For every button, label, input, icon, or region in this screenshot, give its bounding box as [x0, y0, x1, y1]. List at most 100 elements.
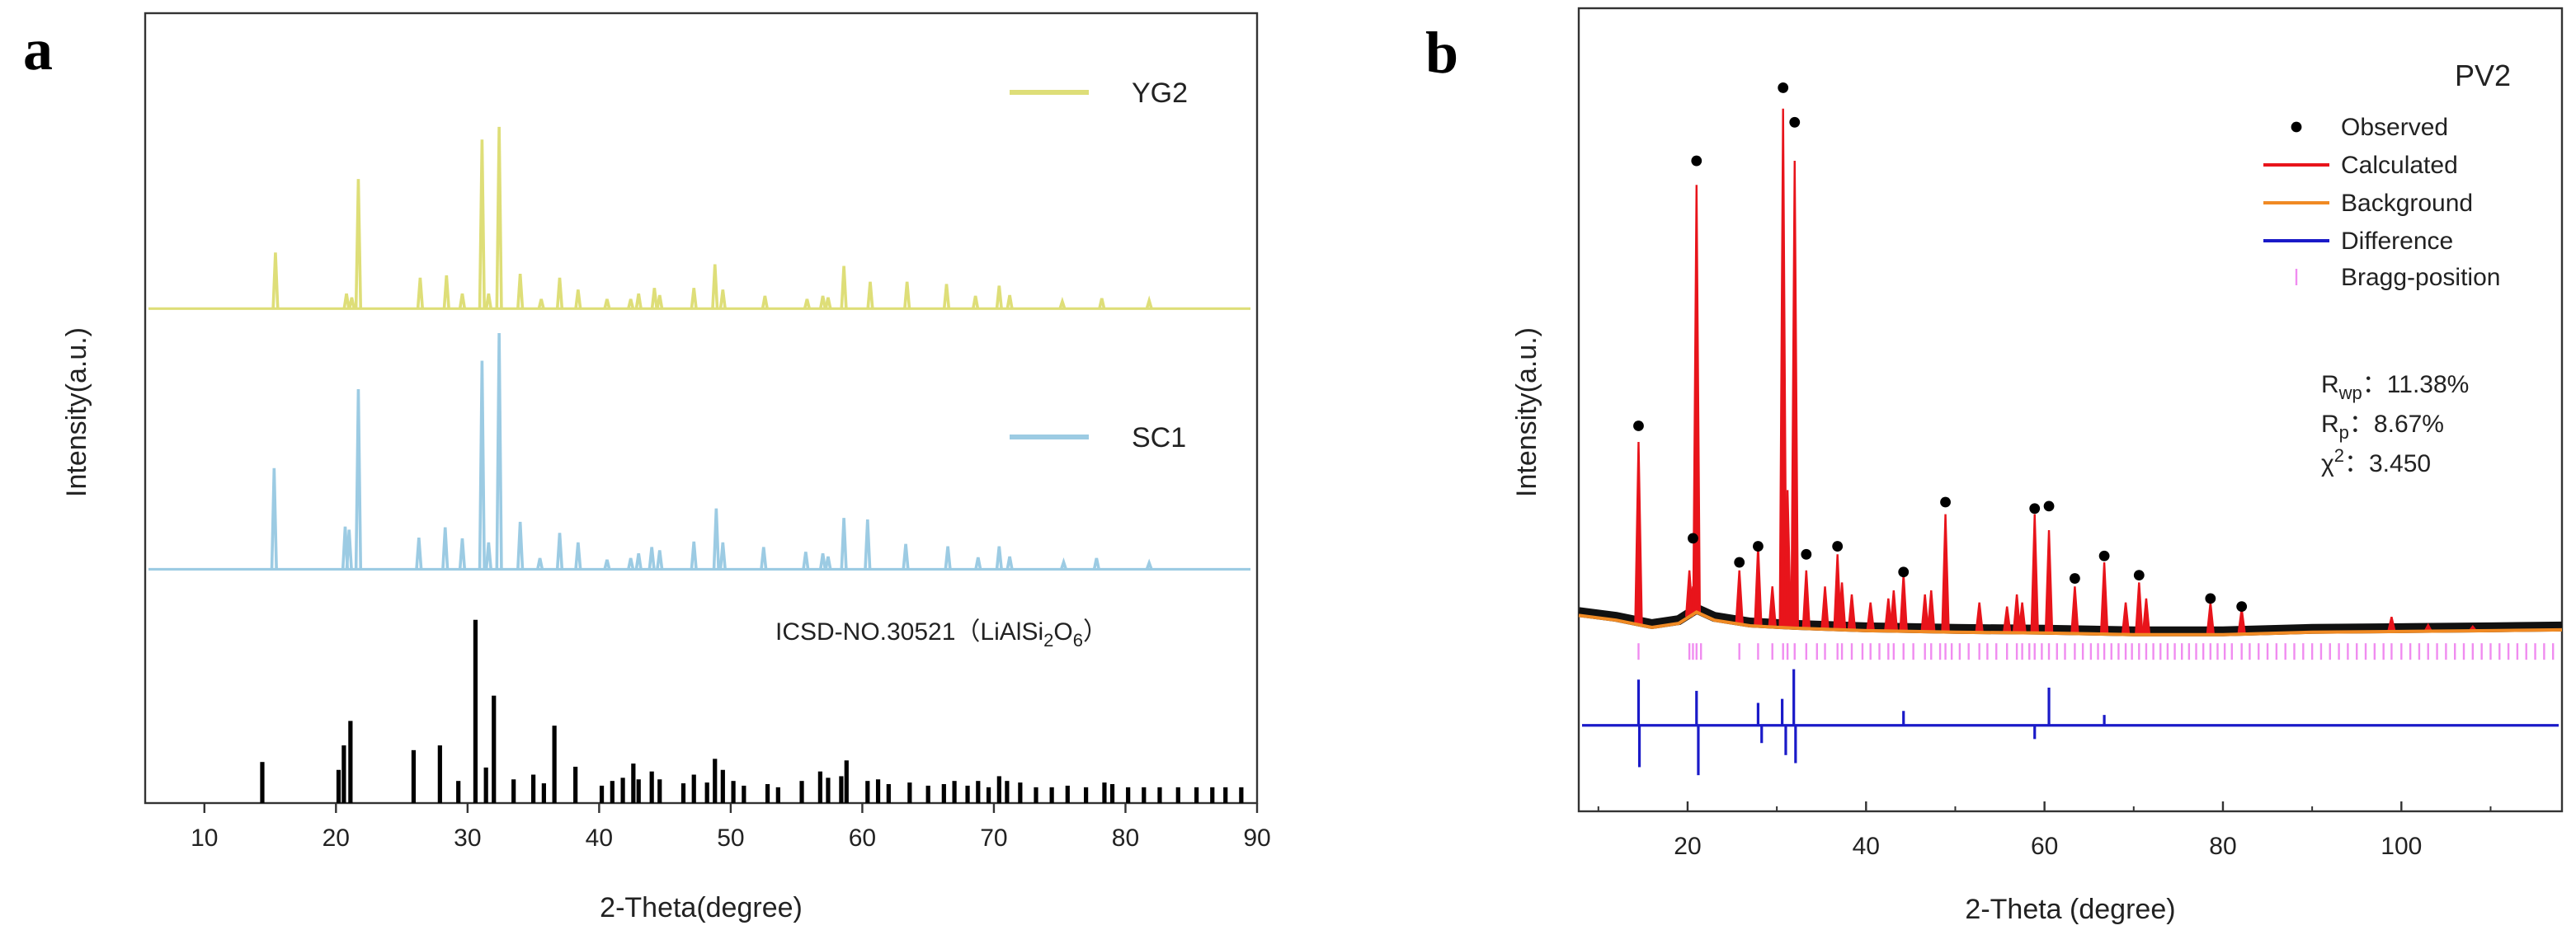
peak: [416, 277, 425, 309]
observed-point: [2070, 573, 2080, 584]
stick: [1210, 787, 1215, 803]
peak: [690, 541, 698, 570]
peak: [342, 293, 351, 309]
observed-point: [1940, 496, 1951, 508]
calculated-peak: [1941, 514, 1950, 632]
stick: [1065, 785, 1070, 803]
peak: [354, 388, 363, 570]
peak: [478, 360, 486, 570]
stick: [599, 785, 605, 803]
stick: [1109, 784, 1115, 803]
calculated-peak: [1889, 590, 1899, 632]
annotation: ICSD-NO.30521（LiAlSi2O6）: [775, 618, 1108, 651]
peak: [974, 557, 982, 570]
stick: [1239, 787, 1244, 803]
x-tick-label: 60: [2031, 833, 2058, 860]
peak: [864, 519, 872, 570]
peak: [648, 547, 656, 570]
stick: [541, 783, 546, 803]
stick: [1018, 782, 1023, 803]
legend-label: Calculated: [2341, 152, 2458, 179]
x-tick-label: 20: [323, 825, 350, 852]
peak: [555, 533, 564, 570]
calculated-peak: [2012, 594, 2022, 633]
stick: [952, 781, 957, 803]
peak: [458, 538, 467, 570]
stat-symbol: R: [2321, 371, 2339, 398]
background-line: [1578, 610, 2563, 637]
peak: [574, 542, 582, 570]
plot-frame: [144, 12, 1259, 805]
peak: [824, 297, 832, 309]
calculated-peak: [1735, 570, 1744, 625]
peak: [1005, 556, 1014, 570]
peak: [761, 295, 769, 309]
stat-sup: 2: [2334, 445, 2344, 466]
annotation-sub: 2: [1043, 630, 1053, 651]
calculated-peak: [1837, 582, 1847, 630]
stick: [1049, 787, 1054, 803]
stat-sub: wp: [2338, 383, 2362, 403]
fit-statistic: χ2：3.450: [2321, 445, 2431, 477]
legend-label: Background: [2341, 190, 2473, 217]
calculated-peak: [1790, 161, 1799, 628]
peak: [1145, 295, 1153, 309]
observed-point: [2029, 503, 2041, 514]
peak: [1005, 294, 1014, 309]
peak: [458, 293, 467, 309]
peak: [711, 264, 719, 309]
x-tick-label: 70: [980, 825, 1007, 852]
stick: [720, 769, 725, 803]
x-tick-label: 30: [454, 825, 481, 852]
peak: [603, 298, 611, 309]
calculated-peak: [1899, 574, 1908, 632]
peak: [656, 294, 664, 309]
observed-point: [1691, 155, 1702, 167]
stick: [1034, 787, 1038, 803]
observed-point: [1789, 116, 1801, 128]
y-axis-title: Intensity(a.u.): [1511, 327, 1542, 497]
peak: [718, 542, 727, 570]
peak: [760, 547, 768, 570]
stick: [844, 760, 849, 803]
calculated-peak: [1920, 594, 1929, 632]
stick: [941, 784, 946, 803]
stick: [456, 781, 461, 803]
peak: [1059, 557, 1068, 570]
peak: [345, 529, 353, 570]
peak: [712, 508, 720, 570]
peak: [627, 298, 635, 309]
calculated-peak: [1634, 441, 1643, 625]
stick: [731, 781, 736, 803]
observed-point: [1801, 548, 1812, 560]
peak: [537, 298, 545, 309]
stick: [1157, 787, 1162, 803]
legend-label: Bragg-position: [2341, 264, 2500, 291]
calculated-peak: [2070, 586, 2079, 634]
stick: [649, 771, 654, 803]
peak: [818, 295, 827, 309]
observed-point: [1753, 541, 1764, 552]
peak: [944, 546, 952, 570]
observed-point: [1898, 566, 1910, 578]
stick: [865, 781, 870, 803]
peak: [270, 467, 278, 570]
calculated-peak: [1847, 594, 1857, 631]
x-tick-label: 90: [1243, 825, 1270, 852]
calculated-peak: [1866, 602, 1875, 632]
stick: [341, 745, 346, 803]
calculated-peak: [1820, 586, 1830, 630]
peak: [442, 275, 450, 309]
peak: [840, 518, 848, 570]
stick: [610, 781, 615, 803]
peak: [627, 557, 635, 570]
stick: [875, 779, 881, 803]
observed-point: [1832, 541, 1844, 552]
stick: [925, 785, 930, 803]
stat-symbol: R: [2321, 411, 2339, 438]
stick: [839, 776, 844, 803]
peak: [824, 556, 832, 570]
stick: [886, 784, 891, 803]
peak: [484, 542, 492, 570]
